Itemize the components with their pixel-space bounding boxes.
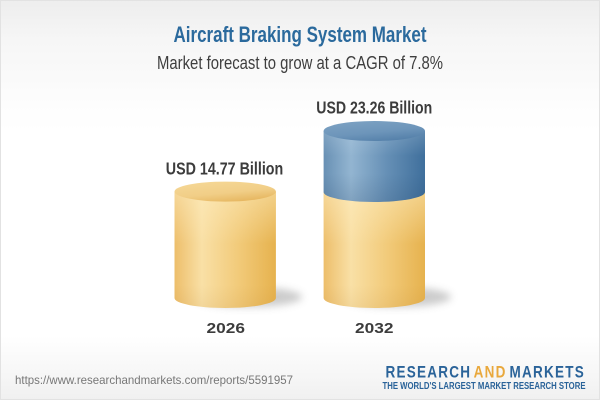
svg-text:USD 14.77 Billion: USD 14.77 Billion xyxy=(166,158,284,178)
svg-text:https://www.researchandmarkets: https://www.researchandmarkets.com/repor… xyxy=(15,373,293,387)
svg-text:RESEARCH AND MARKETS: RESEARCH AND MARKETS xyxy=(386,364,586,382)
svg-text:USD 23.26 Billion: USD 23.26 Billion xyxy=(316,98,432,118)
svg-text:2032: 2032 xyxy=(355,320,394,337)
svg-text:2026: 2026 xyxy=(207,320,246,337)
svg-text:THE WORLD'S LARGEST MARKET RES: THE WORLD'S LARGEST MARKET RESEARCH STOR… xyxy=(383,381,586,392)
svg-text:Aircraft Braking System Market: Aircraft Braking System Market xyxy=(174,22,428,47)
svg-text:Market forecast to grow at a C: Market forecast to grow at a CAGR of 7.8… xyxy=(157,53,443,73)
